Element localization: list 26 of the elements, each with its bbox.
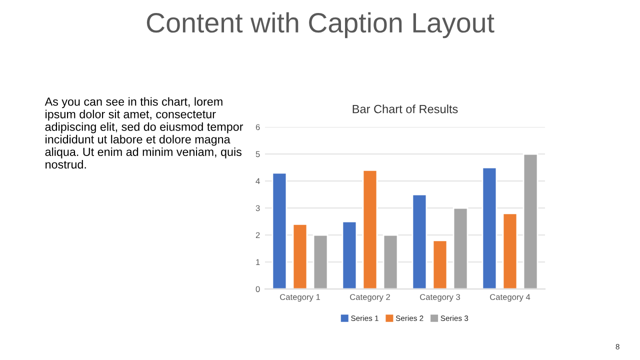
- bar: [272, 172, 288, 289]
- bar: [412, 194, 428, 289]
- bar: [362, 170, 378, 289]
- x-tick-label: Category 1: [280, 294, 320, 302]
- bar: [432, 240, 448, 289]
- y-tick-label: 3: [256, 205, 260, 212]
- bar: [502, 212, 518, 289]
- y-tick-label: 2: [256, 232, 260, 238]
- x-tick-label: Category 4: [490, 294, 530, 302]
- y-tick-label: 1: [256, 259, 260, 266]
- bar: [452, 207, 468, 289]
- bar: [482, 166, 498, 289]
- text: As you can see in this chart, lorem ipsum dolor sit amet, consectetur adipiscing elit, sed do eiusmod tempor incididunt ut labore et dolore magna aliqua. Ut enim ad minim veniam, quis nostrud.: [44, 97, 244, 169]
- bar: [342, 220, 358, 289]
- bar: [522, 153, 538, 289]
- bar: [382, 234, 398, 289]
- y-tick-label: 5: [256, 151, 260, 158]
- text: Content with Caption Layout: [146, 12, 494, 38]
- chart-title: Bar Chart of Results: [352, 104, 458, 114]
- y-tick-label: 4: [256, 178, 260, 184]
- x-tick-label: Category 2: [350, 294, 390, 302]
- y-tick-label: 6: [256, 124, 260, 130]
- y-tick-label: 0: [256, 286, 260, 292]
- x-tick-label: Category 3: [420, 294, 460, 302]
- bar: [312, 234, 328, 289]
- bar: [292, 224, 308, 289]
